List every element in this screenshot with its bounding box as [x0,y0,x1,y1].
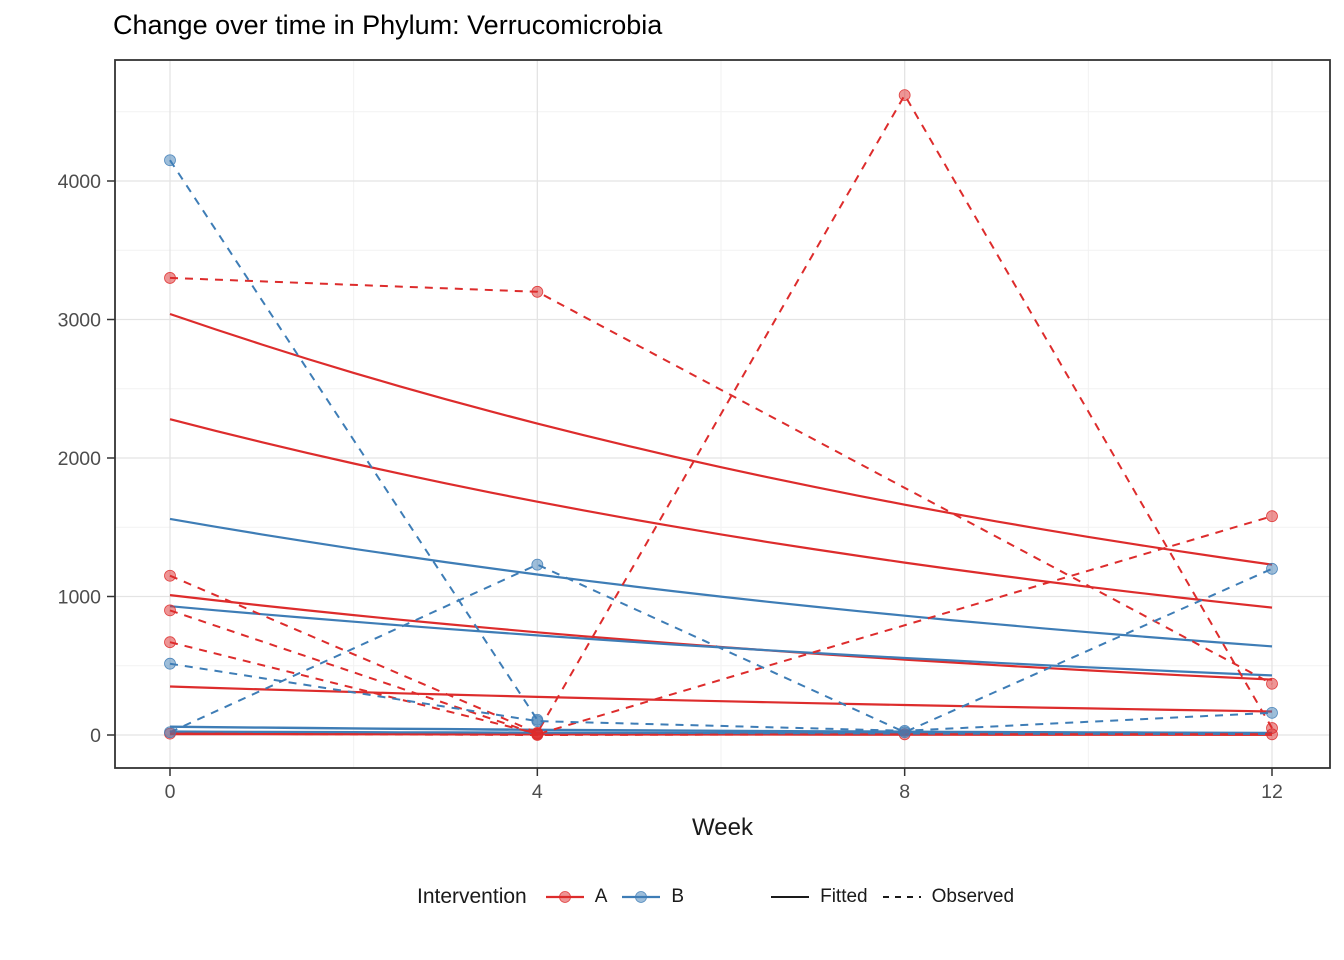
legend-item-observed: Observed [882,886,1014,908]
data-point-B [1266,562,1278,575]
x-axis-label: Week [692,814,754,841]
legend-label-observed: Observed [931,886,1015,907]
series-observed-A-4 [169,732,1272,737]
fitted-line-key-icon [771,896,810,898]
data-point-A [164,636,176,649]
series-observed-B-5 [169,159,539,721]
data-point-B [531,715,544,728]
series-observed-B-7 [169,662,1273,732]
y-tick-label: 2000 [58,448,102,470]
data-point-A [164,569,176,582]
data-point-A [531,729,544,741]
data-point-B [898,724,911,737]
data-point-B [531,558,544,571]
series-fitted-B-8 [169,725,1273,735]
legend-label-a: A [594,886,608,907]
series-observed-A-3 [169,641,538,735]
series-fitted-A-0 [169,312,1273,566]
legend: Intervention A B Fitted Observed [115,885,1330,909]
series-fitted-B-6 [169,517,1273,648]
y-tick-label: 1000 [58,587,102,609]
legend-item-fitted: Fitted [770,886,868,908]
x-tick-label: 12 [1261,781,1283,803]
plot-canvas: 0 1000 2000 3000 4000 0 4 8 12 Week [58,59,1331,841]
data-point-A [531,285,544,298]
legend-item-group-a: A [545,886,608,908]
data-point-B [164,726,176,739]
data-point-B [164,657,176,670]
series-observed-B-6 [169,563,1273,734]
y-tick-label: 3000 [58,310,102,332]
group-b-key-icon [622,891,661,903]
group-a-key-icon [545,891,584,903]
data-point-A [1266,510,1278,523]
x-tick-label: 4 [532,781,543,803]
chart-title: Change over time in Phylum: Verrucomicro… [113,10,663,40]
data-point-A [164,604,176,617]
legend-label-b: B [671,886,685,907]
x-tick-label: 8 [899,781,910,803]
data-point-A [164,272,176,284]
data-point-A [1266,677,1278,690]
x-tick-label: 0 [165,781,176,803]
data-point-A [898,89,911,102]
panel-border [114,59,1331,769]
observed-line-key-icon [882,896,921,898]
series-observed-A-1 [169,93,1273,735]
data-point-B [1266,706,1278,719]
legend-label-fitted: Fitted [820,886,868,907]
y-tick-label: 4000 [58,171,102,193]
data-point-B [164,154,176,167]
data-point-A [1266,728,1278,741]
legend-item-group-b: B [621,886,684,908]
legend-title: Intervention [416,885,527,908]
y-tick-label: 0 [90,725,101,747]
